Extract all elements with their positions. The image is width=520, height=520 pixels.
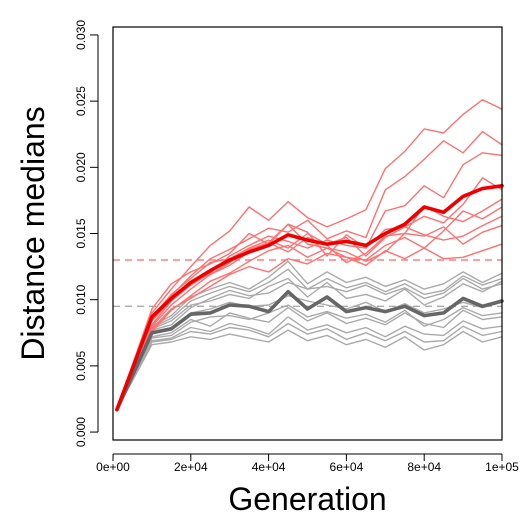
red-replicate-line (116, 243, 503, 411)
y-tick-label: 0.010 (74, 284, 88, 314)
x-tick-label: 1e+05 (485, 460, 519, 474)
y-tick-label: 0.005 (74, 351, 88, 381)
gray-replicate-line (116, 268, 503, 411)
x-tick-label: 4e+04 (252, 460, 286, 474)
y-axis: 0.000 0.005 0.010 0.015 0.020 0.025 0.030 (74, 20, 99, 447)
gray-replicate-line (116, 304, 503, 411)
gray-replicate-line (116, 306, 503, 411)
series-lines (115, 99, 504, 412)
x-tick-label: 8e+04 (407, 460, 441, 474)
red-mean-line (115, 184, 504, 412)
gray-replicate-line (116, 329, 503, 411)
x-axis: 0e+00 2e+04 4e+04 6e+04 8e+04 1e+05 (96, 453, 519, 474)
gray-replicate-line (116, 277, 503, 411)
y-axis-title: Distance medians (15, 106, 51, 360)
red-replicate-line (116, 215, 503, 411)
gray-mean-line (115, 289, 504, 412)
gray-replicate-line (116, 316, 503, 411)
x-tick-label: 6e+04 (330, 460, 364, 474)
x-tick-label: 2e+04 (174, 460, 208, 474)
red-replicate-line (116, 99, 503, 411)
reference-lines (113, 259, 502, 307)
red-replicate-line (116, 130, 503, 411)
red-replicate-line (116, 206, 503, 411)
y-tick-label: 0.025 (74, 86, 88, 116)
gray-replicate-line (116, 322, 503, 411)
y-tick-label: 0.030 (74, 20, 88, 50)
gray-replicate-line (116, 277, 503, 411)
y-tick-label: 0.020 (74, 152, 88, 182)
x-axis-title: Generation (228, 481, 386, 517)
red-replicate-line (116, 177, 503, 411)
x-tick-label: 0e+00 (96, 460, 130, 474)
y-tick-label: 0.000 (74, 417, 88, 447)
y-tick-label: 0.015 (74, 218, 88, 248)
plot-frame (112, 26, 503, 441)
